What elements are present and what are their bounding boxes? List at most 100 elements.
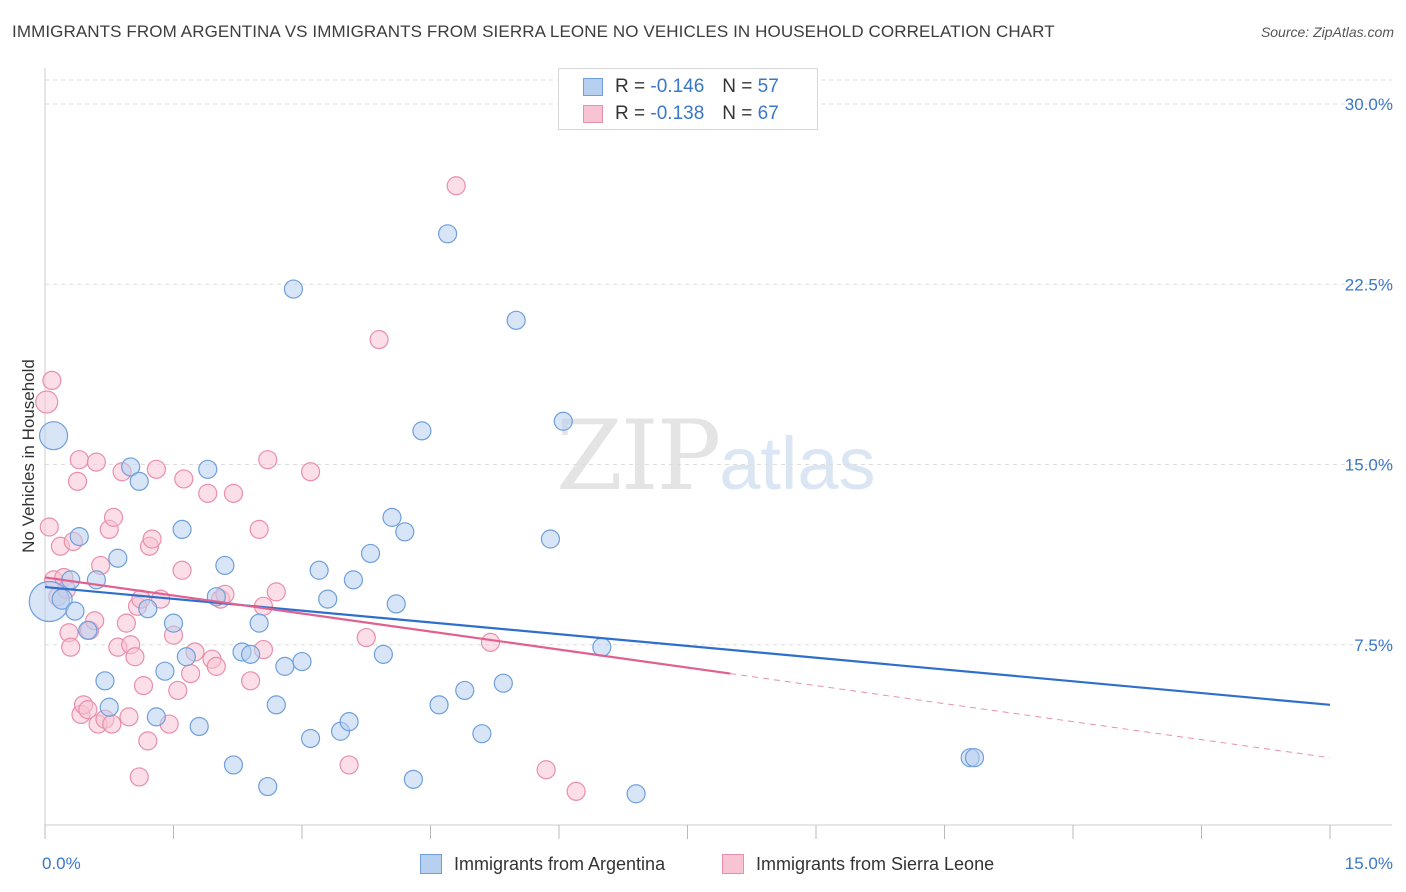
- bottom-legend-swatch-argentina: [420, 854, 442, 874]
- sierra-leone-point: [138, 731, 158, 751]
- bottom-legend-sierra-leone: Immigrants from Sierra Leone: [722, 852, 994, 876]
- legend-n-label: N =: [722, 103, 753, 124]
- sierra-leone-point: [174, 469, 194, 489]
- axis-layer: [44, 68, 1392, 839]
- sierra-leone-point: [61, 637, 81, 657]
- argentina-point: [292, 651, 312, 672]
- argentina-point: [78, 620, 98, 640]
- bottom-legend-argentina: Immigrants from Argentina: [420, 852, 665, 876]
- sierra-leone-point: [249, 519, 269, 540]
- argentina-point: [382, 507, 402, 527]
- argentina-point: [275, 656, 295, 676]
- legend-r-value: -0.146: [650, 76, 705, 97]
- correlation-legend: R = -0.146 N = 57 R = -0.138 N = 67: [558, 68, 818, 130]
- argentina-point: [146, 707, 166, 727]
- argentina-point: [99, 697, 119, 717]
- argentina-point: [223, 755, 244, 775]
- y-tick-label: 22.5%: [1345, 275, 1393, 294]
- argentina-point: [198, 459, 218, 479]
- sierra-leone-point: [129, 767, 149, 787]
- argentina-point: [455, 680, 475, 701]
- argentina-point: [540, 529, 561, 549]
- argentina-point: [493, 673, 513, 693]
- argentina-point: [249, 613, 269, 633]
- sierra-leone-trend-line: [44, 576, 731, 675]
- y-tick-label: 7.5%: [1354, 636, 1393, 655]
- legend-r-value: -0.138: [650, 103, 705, 124]
- watermark-atlas: atlas: [719, 422, 876, 505]
- bottom-legend-label-argentina: Immigrants from Argentina: [454, 853, 666, 874]
- sierra-leone-point: [223, 483, 244, 503]
- argentina-point: [626, 784, 646, 804]
- sierra-leone-point: [103, 507, 124, 527]
- sierra-leone-point: [67, 471, 88, 491]
- sierra-leone-point: [35, 390, 59, 414]
- legend-r-label: R =: [615, 76, 646, 97]
- argentina-point: [343, 570, 363, 590]
- argentina-point: [121, 457, 141, 477]
- chart-source: Source: ZipAtlas.com: [1260, 24, 1394, 40]
- argentina-point: [65, 601, 85, 621]
- sierra-leone-point: [86, 452, 107, 472]
- argentina-point: [215, 555, 235, 576]
- sierra-leone-point: [339, 755, 359, 775]
- argentina-point: [592, 637, 612, 657]
- argentina-point: [138, 599, 158, 619]
- argentina-point: [395, 522, 415, 542]
- argentina-point: [258, 776, 278, 797]
- label-layer: 7.5% 15.0% 22.5% 30.0% 0.0% 15.0% No Vehicles …: [19, 95, 1393, 873]
- sierra-leone-point: [356, 627, 376, 648]
- sierra-leone-point: [125, 647, 145, 667]
- argentina-point: [38, 421, 69, 451]
- legend-swatch-argentina: [583, 78, 603, 96]
- sierra-leone-point: [206, 656, 226, 676]
- y-tick-label: 15.0%: [1345, 456, 1393, 475]
- sierra-leone-point: [258, 450, 278, 470]
- chart-title: IMMIGRANTS FROM ARGENTINA VS IMMIGRANTS …: [12, 22, 1055, 41]
- argentina-point: [438, 224, 458, 244]
- argentina-point: [108, 548, 128, 568]
- legend-row-argentina: R = -0.146 N = 57: [583, 76, 779, 98]
- argentina-point: [360, 543, 381, 564]
- argentina-point: [506, 310, 526, 330]
- y-axis-title: No Vehicles in Household: [19, 359, 38, 553]
- argentina-point: [300, 728, 321, 749]
- legend-row-sierra-leone: R = -0.138 N = 67: [583, 103, 779, 125]
- legend-n-label: N =: [722, 76, 753, 97]
- sierra-leone-point: [116, 613, 136, 633]
- argentina-point: [172, 519, 192, 540]
- argentina-point: [189, 716, 209, 737]
- sierra-leone-point: [168, 680, 188, 701]
- sierra-leone-point: [39, 517, 59, 537]
- argentina-point: [283, 279, 304, 299]
- argentina-point: [163, 613, 184, 633]
- y-tick-label: 30.0%: [1345, 95, 1393, 114]
- x-tick-label: 0.0%: [42, 854, 81, 873]
- argentina-point: [429, 695, 449, 715]
- argentina-point: [553, 411, 573, 431]
- sierra-leone-point: [300, 462, 321, 482]
- sierra-leone-point: [146, 459, 166, 479]
- sierra-leone-point: [369, 329, 389, 350]
- argentina-point: [386, 594, 406, 614]
- argentina-point: [339, 712, 359, 732]
- sierra-leone-point: [181, 663, 201, 684]
- sierra-leone-point: [536, 760, 556, 780]
- watermark: ZIPatlas: [556, 400, 876, 512]
- sierra-leone-point: [566, 781, 586, 801]
- sierra-leone-point: [480, 632, 501, 652]
- sierra-leone-point: [241, 671, 261, 691]
- legend-n-value: 57: [757, 76, 779, 97]
- argentina-point: [241, 644, 261, 664]
- sierra-leone-point: [198, 483, 218, 503]
- sierra-leone-point: [446, 176, 466, 196]
- sierra-leone-point: [133, 676, 154, 696]
- bottom-legend-swatch-sierra-leone: [722, 854, 744, 874]
- argentina-point: [95, 671, 115, 691]
- legend-swatch-sierra-leone: [583, 105, 603, 123]
- grid-layer: [45, 79, 1392, 646]
- argentina-point: [964, 748, 985, 768]
- argentina-point: [69, 527, 89, 547]
